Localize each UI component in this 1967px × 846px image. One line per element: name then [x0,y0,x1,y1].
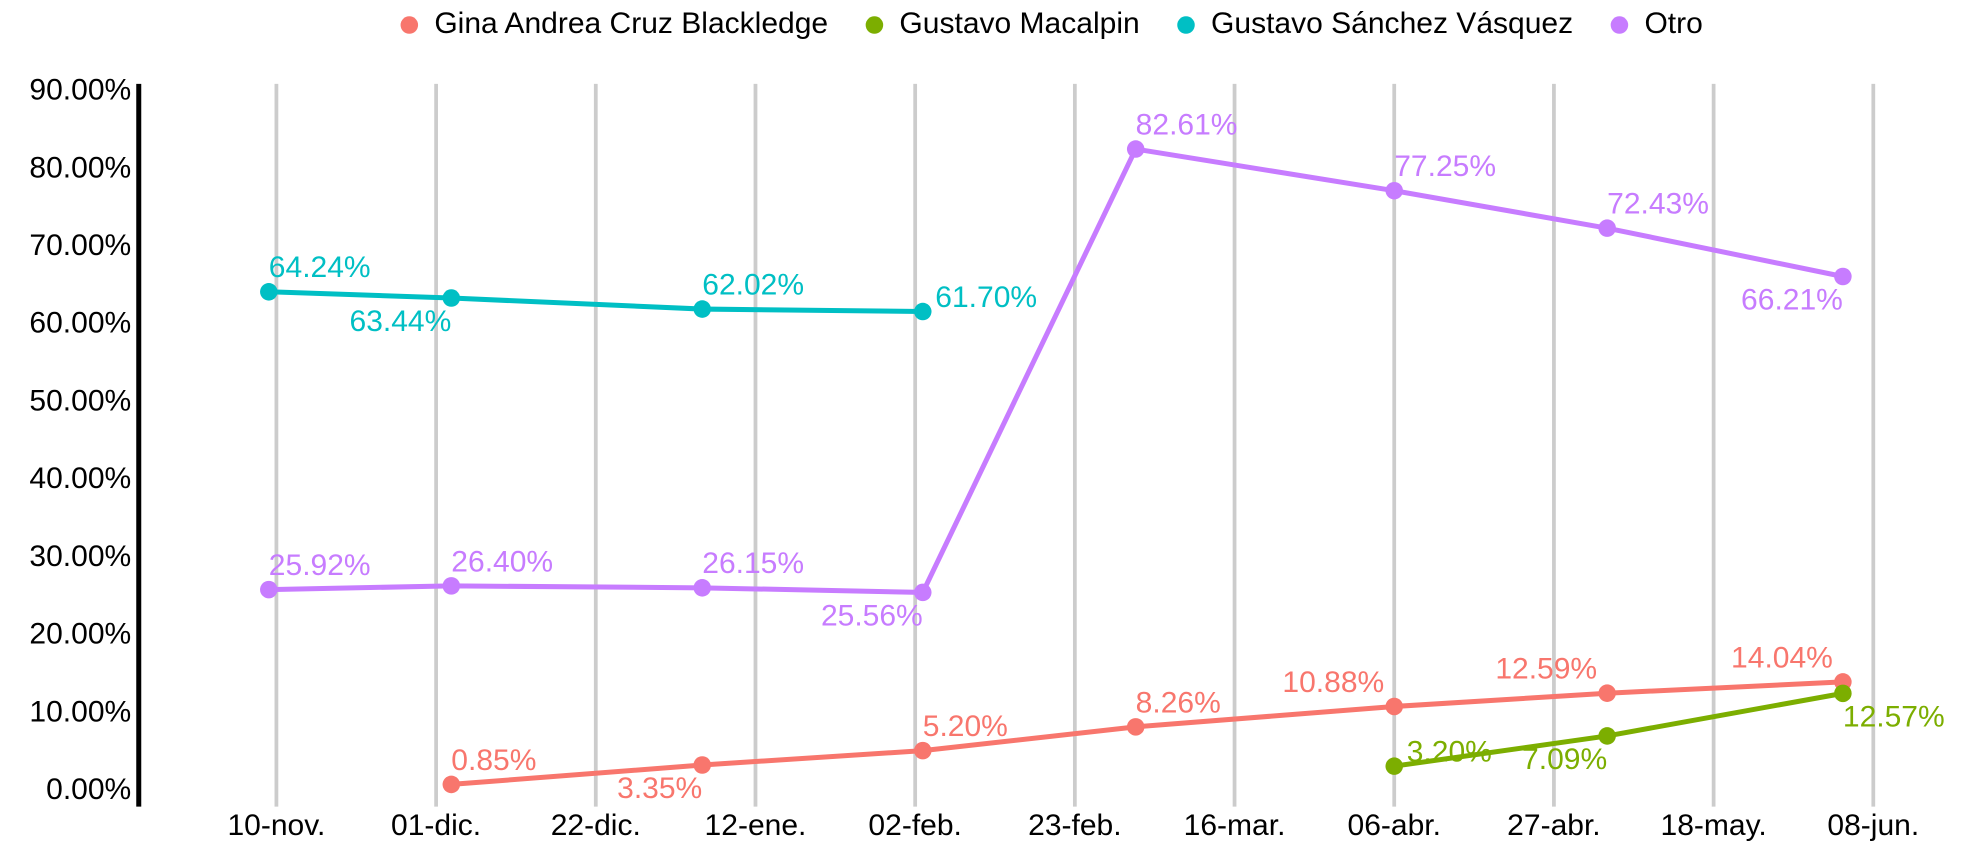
data-point [1598,684,1616,702]
data-point [1598,219,1616,237]
data-label: 61.70% [935,281,1037,314]
data-label: 63.44% [349,305,451,338]
data-point [693,300,712,318]
data-label: 3.35% [617,772,702,805]
data-label: 77.25% [1394,150,1496,183]
y-tick-label: 60.00% [29,307,131,340]
x-tick-label: 01-dic. [391,809,481,842]
data-point [693,756,712,774]
x-tick-label: 06-abr. [1348,809,1441,842]
data-point [1834,267,1852,286]
data-point [1834,684,1852,703]
data-label: 72.43% [1607,188,1709,221]
data-label: 26.40% [451,545,553,578]
legend: Gina Andrea Cruz Blackledge Gustavo Macal… [400,7,1703,40]
data-point [260,283,278,301]
data-label: 64.24% [269,251,371,284]
data-label: 26.15% [702,547,804,580]
data-point [914,583,932,602]
x-tick-label: 22-dic. [551,809,641,842]
data-point [1598,727,1616,745]
x-tick-label: 10-nov. [227,809,325,842]
data-point [1385,757,1403,775]
data-point [442,775,461,794]
data-label: 25.92% [269,549,371,582]
x-tick-label: 12-ene. [705,809,807,842]
legend-label: Gina Andrea Cruz Blackledge [434,7,828,40]
legend-marker [865,16,884,34]
data-point [914,302,932,321]
x-tick-label: 18-may. [1661,809,1767,842]
y-tick-label: 30.00% [29,540,131,573]
x-tick-label: 16-mar. [1184,809,1286,842]
data-point [442,289,461,307]
data-point [260,580,278,599]
data-label: 25.56% [821,599,923,632]
data-label: 62.02% [702,268,804,301]
x-tick-label: 02-feb. [868,809,961,842]
data-point [1385,697,1403,716]
y-tick-label: 90.00% [29,74,131,107]
data-point [1126,718,1145,736]
y-tick-label: 10.00% [29,695,131,728]
y-tick-label: 0.00% [46,773,131,806]
data-label: 66.21% [1741,283,1843,316]
data-label: 7.09% [1522,743,1607,776]
data-point [442,577,461,595]
series-line [268,146,1844,595]
y-tick-label: 50.00% [29,384,131,417]
x-tick-label: 23-feb. [1028,809,1121,842]
series-line [268,289,923,315]
legend-label: Gustavo Macalpin [899,7,1139,40]
data-point [693,579,712,597]
x-tick-label: 27-abr. [1507,809,1600,842]
y-tick-label: 70.00% [29,229,131,262]
data-label: 8.26% [1136,686,1221,719]
legend-marker [400,16,419,34]
y-tick-label: 20.00% [29,618,131,651]
data-label: 12.59% [1495,653,1597,686]
data-point [914,741,932,760]
legend-marker [1177,16,1195,34]
x-tick-label: 08-jun. [1827,809,1919,842]
data-label: 14.04% [1731,641,1833,674]
data-label: 10.88% [1282,666,1384,699]
data-label: 82.61% [1136,108,1238,141]
data-label: 0.85% [451,744,536,777]
legend-marker [1610,16,1629,34]
data-label: 5.20% [923,710,1008,743]
data-point [1126,140,1145,158]
y-tick-label: 40.00% [29,462,131,495]
data-point [1385,181,1403,200]
data-label: 3.20% [1407,736,1492,769]
legend-label: Otro [1644,7,1702,40]
data-label: 12.57% [1843,700,1945,733]
legend-label: Gustavo Sánchez Vásquez [1211,7,1573,40]
y-tick-label: 80.00% [29,151,131,184]
